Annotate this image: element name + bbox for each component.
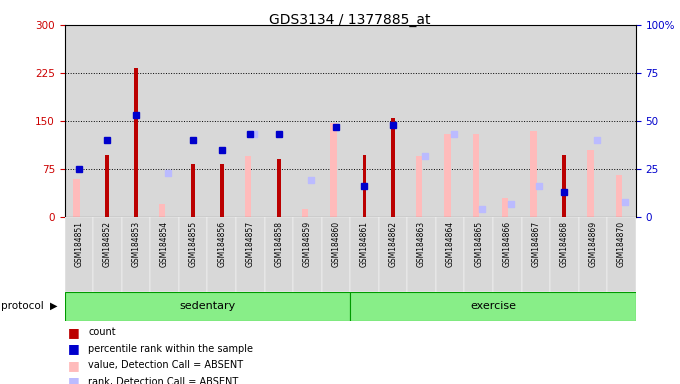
Text: GSM184855: GSM184855 xyxy=(188,221,198,267)
Bar xyxy=(265,25,293,217)
Text: GSM184853: GSM184853 xyxy=(131,221,141,267)
Bar xyxy=(134,68,138,217)
Text: ■: ■ xyxy=(68,326,80,339)
Bar xyxy=(277,159,281,217)
Text: GSM184862: GSM184862 xyxy=(388,221,398,267)
Text: ■: ■ xyxy=(68,375,80,384)
Bar xyxy=(407,25,436,217)
Bar xyxy=(502,198,508,217)
Bar xyxy=(322,217,350,292)
Text: GSM184865: GSM184865 xyxy=(474,221,483,267)
Bar xyxy=(179,25,207,217)
Text: ■: ■ xyxy=(68,342,80,355)
Bar xyxy=(191,164,195,217)
Bar xyxy=(207,217,236,292)
Text: ▶: ▶ xyxy=(50,301,57,311)
Bar xyxy=(607,25,636,217)
Bar xyxy=(436,217,464,292)
Text: GSM184866: GSM184866 xyxy=(503,221,512,267)
Text: GSM184857: GSM184857 xyxy=(245,221,255,267)
Text: protocol: protocol xyxy=(1,301,44,311)
Bar xyxy=(379,217,407,292)
Bar xyxy=(607,217,636,292)
Text: GSM184854: GSM184854 xyxy=(160,221,169,267)
Bar xyxy=(445,134,451,217)
Text: GSM184864: GSM184864 xyxy=(445,221,455,267)
Text: GSM184868: GSM184868 xyxy=(560,221,569,267)
Bar xyxy=(579,217,607,292)
Text: GSM184859: GSM184859 xyxy=(303,221,312,267)
Bar xyxy=(562,155,566,217)
Bar xyxy=(73,179,80,217)
Bar xyxy=(122,217,150,292)
Bar xyxy=(93,217,122,292)
Bar xyxy=(362,155,367,217)
Text: percentile rank within the sample: percentile rank within the sample xyxy=(88,344,254,354)
Text: GSM184856: GSM184856 xyxy=(217,221,226,267)
Text: GSM184858: GSM184858 xyxy=(274,221,284,267)
Bar xyxy=(588,150,594,217)
Bar xyxy=(579,25,607,217)
Bar xyxy=(65,25,93,217)
Bar xyxy=(522,25,550,217)
Bar xyxy=(391,118,395,217)
Bar xyxy=(179,217,207,292)
Bar xyxy=(236,25,265,217)
Text: value, Detection Call = ABSENT: value, Detection Call = ABSENT xyxy=(88,360,243,370)
Bar xyxy=(150,25,179,217)
Text: rank, Detection Call = ABSENT: rank, Detection Call = ABSENT xyxy=(88,377,239,384)
Bar xyxy=(407,217,436,292)
Text: GSM184860: GSM184860 xyxy=(331,221,341,267)
Bar xyxy=(379,25,407,217)
Bar xyxy=(464,25,493,217)
Bar xyxy=(207,25,236,217)
Bar xyxy=(473,134,479,217)
Bar xyxy=(550,25,579,217)
Text: GSM184867: GSM184867 xyxy=(531,221,541,267)
Text: GSM184852: GSM184852 xyxy=(103,221,112,267)
Bar xyxy=(293,217,322,292)
Text: GSM184861: GSM184861 xyxy=(360,221,369,267)
Bar xyxy=(65,217,93,292)
Bar xyxy=(150,217,179,292)
Bar xyxy=(350,292,636,321)
Bar xyxy=(236,217,265,292)
Bar xyxy=(350,217,379,292)
Bar xyxy=(220,164,224,217)
Text: exercise: exercise xyxy=(470,301,516,311)
Text: count: count xyxy=(88,327,116,337)
Bar xyxy=(159,204,165,217)
Bar xyxy=(616,175,622,217)
Text: GSM184869: GSM184869 xyxy=(588,221,598,267)
Bar xyxy=(302,209,308,217)
Text: GSM184870: GSM184870 xyxy=(617,221,626,267)
Bar xyxy=(265,217,293,292)
Bar xyxy=(522,217,550,292)
Bar xyxy=(416,156,422,217)
Bar xyxy=(493,217,522,292)
Bar xyxy=(436,25,464,217)
Bar xyxy=(293,25,322,217)
Bar xyxy=(530,131,537,217)
Bar xyxy=(350,25,379,217)
Text: GDS3134 / 1377885_at: GDS3134 / 1377885_at xyxy=(269,13,431,27)
Bar xyxy=(330,123,337,217)
Bar xyxy=(464,217,493,292)
Bar xyxy=(550,217,579,292)
Text: sedentary: sedentary xyxy=(180,301,235,311)
Text: GSM184863: GSM184863 xyxy=(417,221,426,267)
Bar xyxy=(105,155,109,217)
Bar xyxy=(493,25,522,217)
Bar xyxy=(93,25,122,217)
Text: ■: ■ xyxy=(68,359,80,372)
Bar xyxy=(122,25,150,217)
Bar xyxy=(65,292,350,321)
Bar xyxy=(322,25,350,217)
Bar xyxy=(245,156,251,217)
Text: GSM184851: GSM184851 xyxy=(74,221,84,267)
